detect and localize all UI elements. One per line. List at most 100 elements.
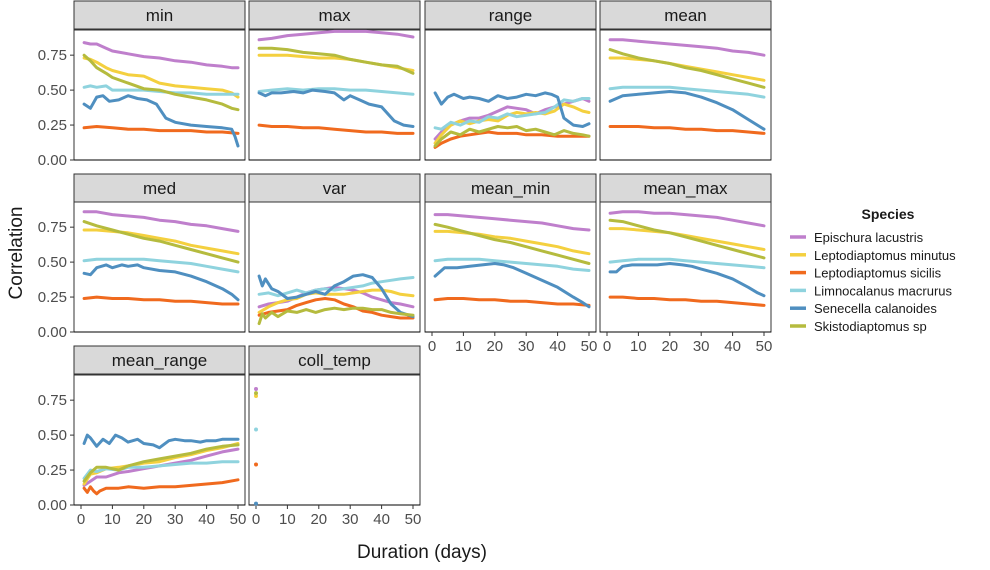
legend-label-leptodiaptomus-sicilis: Leptodiaptomus sicilis	[814, 266, 942, 281]
x-tick-label: 20	[661, 338, 678, 355]
series-point-epischura-lacustris	[254, 386, 258, 391]
facet-strip	[248, 0, 421, 30]
facet-panel-max: max	[248, 0, 421, 161]
facet-strip	[248, 345, 421, 375]
series-line-leptodiaptomus-minutus	[433, 229, 591, 256]
y-tick-label: 0.25	[38, 462, 67, 479]
facet-strip-label: mean_min	[471, 179, 550, 198]
facet-strip-label: mean	[664, 6, 707, 25]
series-line-limnocalanus-macrurus	[433, 257, 591, 272]
x-tick-label: 50	[230, 511, 247, 528]
x-tick-label: 30	[167, 511, 184, 528]
y-axis-title: Correlation	[6, 207, 27, 300]
series-line-skistodiaptomus-sp	[608, 218, 766, 260]
series-line-leptodiaptomus-minutus	[82, 56, 240, 99]
panel-background	[248, 29, 421, 161]
legend-label-epischura-lacustris: Epischura lacustris	[814, 230, 924, 245]
series-line-leptodiaptomus-sicilis	[82, 125, 240, 135]
x-tick-label: 0	[603, 338, 611, 355]
y-tick-label: 0.00	[38, 497, 67, 514]
y-tick-label: 0.25	[38, 289, 67, 306]
series-line-skistodiaptomus-sp	[257, 46, 415, 75]
series-line-leptodiaptomus-sicilis	[257, 123, 415, 135]
facet-strip	[73, 0, 246, 30]
series-line-limnocalanus-macrurus	[82, 257, 240, 274]
series-line-leptodiaptomus-sicilis	[608, 125, 766, 135]
facet-strip-label: mean_max	[643, 179, 728, 198]
series-line-leptodiaptomus-sicilis	[433, 297, 591, 307]
series-line-leptodiaptomus-sicilis	[257, 297, 415, 320]
series-point-leptodiaptomus-sicilis	[254, 462, 258, 467]
facet-panel-range: range	[424, 0, 597, 161]
series-line-skistodiaptomus-sp	[433, 222, 591, 265]
x-tick-label: 10	[455, 338, 472, 355]
series-line-epischura-lacustris	[433, 213, 591, 232]
series-line-skistodiaptomus-sp	[82, 220, 240, 264]
series-point-leptodiaptomus-minutus	[254, 393, 258, 398]
x-tick-label: 10	[630, 338, 647, 355]
x-axis-title: Duration (days)	[357, 542, 487, 563]
series-line-leptodiaptomus-sicilis	[608, 295, 766, 307]
series-line-senecella-calanoides	[608, 262, 766, 298]
facet-strip-label: max	[318, 6, 351, 25]
facet-strip-label: min	[146, 6, 173, 25]
series-point-senecella-calanoides	[254, 501, 258, 506]
series-line-skistodiaptomus-sp	[82, 53, 240, 112]
series-line-senecella-calanoides	[608, 90, 766, 131]
facet-strip	[424, 173, 597, 203]
facet-strip	[599, 173, 772, 203]
facet-strip	[248, 173, 421, 203]
facet-strip	[599, 0, 772, 30]
series-line-limnocalanus-macrurus	[257, 87, 415, 96]
y-tick-label: 0.00	[38, 324, 67, 341]
facet-panel-mean-min: mean_min 0 10 20 30 40 50	[424, 173, 598, 355]
facet-strip-label: coll_temp	[298, 351, 371, 370]
y-tick-label: 0.75	[38, 392, 67, 409]
series-line-epischura-lacustris	[82, 210, 240, 233]
facet-strip	[73, 345, 246, 375]
x-tick-label: 20	[135, 511, 152, 528]
facet-panel-min: min 0.00 0.25 0.50 0.75	[38, 0, 246, 169]
y-tick-label: 0.00	[38, 152, 67, 169]
x-tick-label: 50	[581, 338, 598, 355]
series-line-senecella-calanoides	[433, 91, 591, 128]
series-line-skistodiaptomus-sp	[433, 125, 591, 148]
facet-panel-var: var	[248, 173, 421, 333]
legend-label-limnocalanus-macrurus: Limnocalanus macrurus	[814, 283, 953, 298]
x-tick-label: 20	[310, 511, 327, 528]
legend: Species Epischura lacustris Leptodiaptomus…	[790, 206, 956, 334]
x-tick-label: 30	[693, 338, 710, 355]
y-tick-label: 0.75	[38, 219, 67, 236]
x-tick-label: 40	[198, 511, 215, 528]
series-line-skistodiaptomus-sp	[82, 443, 240, 483]
series-line-skistodiaptomus-sp	[257, 306, 415, 326]
facet-panel-mean: mean	[599, 0, 772, 161]
series-line-leptodiaptomus-minutus	[257, 288, 415, 314]
x-tick-label: 40	[373, 511, 390, 528]
legend-label-skistodiaptomus-sp: Skistodiaptomus sp	[814, 319, 927, 334]
series-point-skistodiaptomus-sp	[254, 391, 258, 396]
x-tick-label: 50	[405, 511, 422, 528]
facet-strip-label: mean_range	[112, 351, 207, 370]
series-line-leptodiaptomus-sicilis	[82, 478, 240, 496]
series-line-epischura-lacustris	[608, 38, 766, 57]
x-tick-label: 40	[724, 338, 741, 355]
series-line-epischura-lacustris	[82, 41, 240, 70]
y-tick-label: 0.25	[38, 117, 67, 134]
x-tick-label: 10	[104, 511, 121, 528]
series-line-senecella-calanoides	[433, 262, 591, 309]
series-point-limnocalanus-macrurus	[254, 427, 258, 432]
panel-background	[248, 374, 421, 506]
series-line-skistodiaptomus-sp	[608, 48, 766, 89]
series-line-leptodiaptomus-minutus	[82, 228, 240, 256]
facet-panel-mean-range: mean_range 0.00 0.25 0.50 0.75 0 10 20 30 40 50	[38, 345, 247, 528]
series-line-senecella-calanoides	[82, 94, 240, 148]
series-line-limnocalanus-macrurus	[608, 85, 766, 99]
series-line-limnocalanus-macrurus	[82, 460, 240, 480]
facet-strip-label: var	[323, 179, 347, 198]
x-tick-label: 50	[756, 338, 773, 355]
facet-strip	[73, 173, 246, 203]
series-line-senecella-calanoides	[257, 273, 415, 319]
facet-strip	[424, 0, 597, 30]
